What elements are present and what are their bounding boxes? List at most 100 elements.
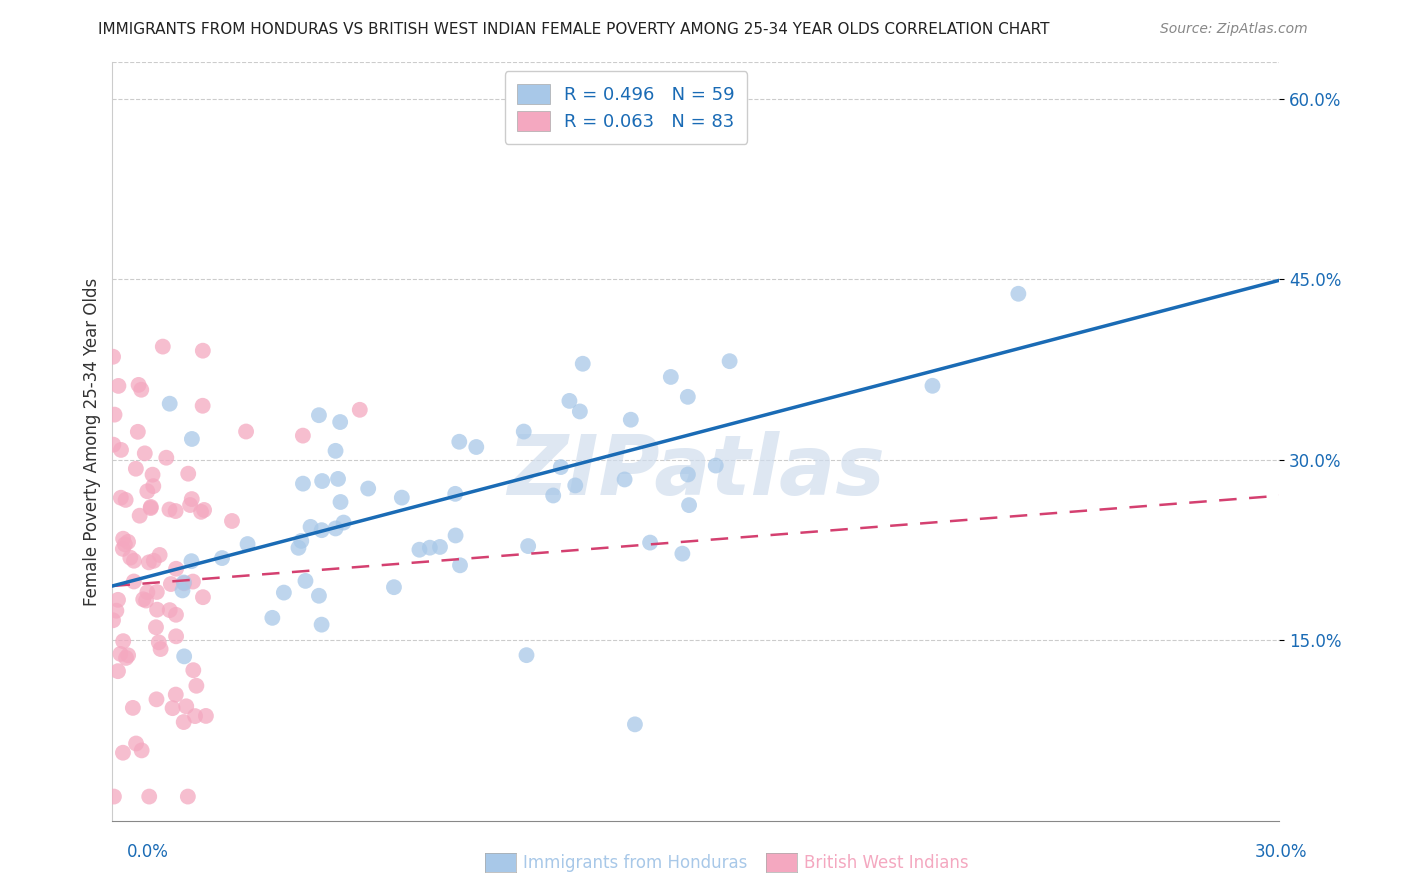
Point [465, 440, 488, 454]
Point [155, 450, 177, 465]
Point [114, 492, 136, 507]
Point [311, 523, 333, 537]
Point [142, 554, 165, 568]
Point [159, 502, 181, 516]
Point [235, 425, 257, 439]
Point [159, 603, 181, 617]
Point [329, 415, 352, 429]
Point [558, 393, 581, 408]
Point [190, 505, 212, 519]
Point [146, 602, 169, 616]
Point [291, 428, 314, 442]
Point [128, 508, 150, 523]
Point [136, 484, 159, 499]
Point [194, 709, 217, 723]
Point [311, 474, 333, 488]
Point [704, 458, 727, 473]
Point [184, 709, 207, 723]
Point [308, 589, 330, 603]
Point [613, 473, 636, 487]
Point [142, 479, 165, 493]
Point [177, 789, 200, 804]
Point [550, 460, 572, 475]
Point [110, 647, 132, 661]
Point [103, 789, 125, 804]
Point [173, 576, 195, 591]
Point [145, 692, 167, 706]
Point [134, 446, 156, 460]
Point [444, 487, 467, 501]
Point [718, 354, 741, 368]
Point [173, 649, 195, 664]
Point [571, 357, 593, 371]
Point [325, 521, 347, 535]
Point [138, 789, 160, 804]
Point [110, 442, 132, 457]
Point [444, 528, 467, 542]
Point [107, 664, 129, 678]
Point [177, 467, 200, 481]
Point [517, 539, 540, 553]
Point [165, 607, 187, 622]
Y-axis label: Female Poverty Among 25-34 Year Olds: Female Poverty Among 25-34 Year Olds [83, 277, 101, 606]
Point [671, 547, 693, 561]
Point [179, 498, 201, 512]
Point [173, 714, 195, 729]
Point [186, 679, 208, 693]
Point [678, 498, 700, 512]
Point [138, 555, 160, 569]
Point [332, 516, 354, 530]
Point [921, 379, 943, 393]
Point [449, 434, 471, 449]
Point [149, 548, 172, 562]
Text: 30.0%: 30.0% [1256, 843, 1308, 861]
Point [162, 701, 184, 715]
Point [180, 554, 202, 568]
Point [221, 514, 243, 528]
Point [165, 504, 187, 518]
Point [111, 746, 134, 760]
Point [160, 577, 183, 591]
Point [125, 461, 148, 475]
Point [103, 408, 125, 422]
Point [513, 425, 536, 439]
Point [139, 500, 162, 514]
Point [357, 482, 380, 496]
Point [349, 402, 371, 417]
Point [149, 642, 172, 657]
Point [165, 562, 187, 576]
Point [141, 467, 163, 482]
Point [211, 551, 233, 566]
Point [262, 611, 284, 625]
Point [152, 340, 174, 354]
Point [287, 541, 309, 555]
Point [515, 648, 537, 662]
Point [191, 399, 214, 413]
Point [110, 491, 132, 505]
Point [191, 590, 214, 604]
Point [135, 593, 157, 607]
Point [676, 390, 699, 404]
Point [568, 404, 591, 418]
Point [120, 550, 142, 565]
Point [121, 701, 143, 715]
Point [449, 558, 471, 573]
Point [139, 501, 162, 516]
Point [659, 370, 682, 384]
Point [165, 629, 187, 643]
Point [638, 535, 661, 549]
Text: Immigrants from Honduras: Immigrants from Honduras [523, 854, 748, 871]
Point [165, 688, 187, 702]
Point [122, 574, 145, 589]
Point [114, 537, 136, 551]
Point [329, 495, 352, 509]
Point [172, 583, 194, 598]
Point [382, 580, 405, 594]
Point [174, 699, 197, 714]
Point [122, 554, 145, 568]
Point [127, 425, 149, 439]
Point [128, 377, 150, 392]
Point [311, 617, 333, 632]
Text: 0.0%: 0.0% [127, 843, 169, 861]
Point [181, 574, 204, 589]
